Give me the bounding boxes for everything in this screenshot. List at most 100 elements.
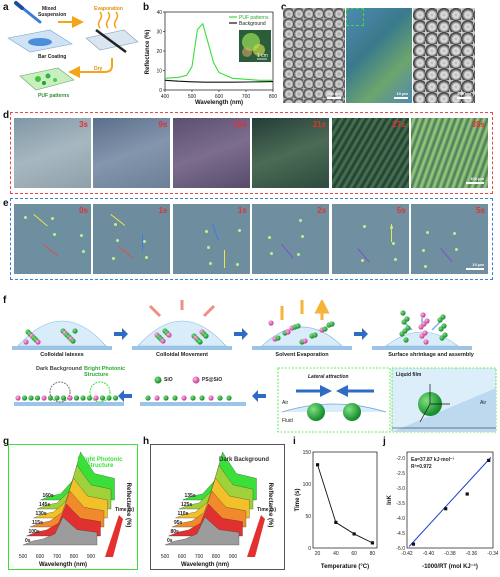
panel-e-time-label: 1s [158, 206, 168, 215]
chart-j-point [411, 542, 416, 546]
particle-dot [145, 256, 149, 259]
fluid-label: Fluid [282, 418, 293, 424]
waterfall-xtick-label: 700 [195, 554, 204, 560]
waterfall-xtick-label: 500 [161, 554, 170, 560]
particle [28, 395, 34, 401]
panel-h-frame: 135s 125s 110s 95s 80s 0s Wavelength (nm) Refle… [150, 444, 285, 570]
panel-e-arrow [281, 244, 294, 259]
waterfall-time-label: 115s [32, 520, 43, 526]
time-arrow-icon [105, 515, 123, 557]
chart-i-point [315, 463, 320, 467]
particle [166, 332, 172, 338]
particle [268, 320, 274, 326]
chart-i-point [334, 520, 338, 524]
panel-e-scale: 10 μm [472, 262, 484, 267]
chart-i-xlabel: Temperature (°C) [321, 564, 369, 570]
chart-i-xtick-label: 60 [351, 551, 357, 557]
particle [295, 323, 301, 329]
particle [35, 339, 41, 345]
chart-b-xlabel: Wavelength (nm) [195, 100, 243, 106]
chart-j-ytick-label: -3.0 [396, 486, 405, 492]
panel-d-time-label: 39s [471, 120, 485, 129]
particle-dot [426, 231, 429, 234]
panel-label-g: g [3, 436, 10, 447]
panel-d-scale: 100 μm [470, 176, 484, 181]
particle [420, 312, 426, 318]
chart-i-xtick-label: 80 [370, 551, 376, 557]
particle-dot [24, 216, 27, 219]
particle-dot [391, 242, 395, 245]
chart-b-xtick-label: 600 [215, 94, 224, 100]
particle [403, 337, 409, 343]
particle [72, 328, 78, 334]
particle [106, 395, 112, 401]
sem-scale-1: 500 nm [327, 91, 341, 96]
dry-label: Dry [94, 66, 103, 72]
chart-j-ytick-label: -2.0 [396, 456, 405, 462]
particle [418, 324, 424, 330]
particle [34, 395, 41, 401]
panel-e-time-label: 5s [476, 206, 485, 215]
step-2-caption: Colloidal Movement [156, 352, 208, 358]
particle [145, 395, 151, 401]
waterfall-time-label: 135s [185, 493, 196, 499]
particle [199, 395, 205, 401]
particle-dot [237, 229, 241, 232]
panel-d-frame-0: 3s [14, 118, 91, 188]
particle-dot [235, 263, 239, 266]
substrate-drop-icon [7, 29, 73, 53]
particle [439, 335, 445, 341]
panel-e-arrow [439, 248, 453, 263]
chart-j-xtick-label: -0.34 [487, 551, 498, 557]
panel-label-b: b [143, 2, 150, 13]
particle-dot [206, 246, 210, 249]
panel-e-frame-5: 5s 10 μm [411, 204, 488, 274]
lateral-label: Lateral attraction [308, 374, 349, 380]
chart-b-series-puf [164, 22, 273, 81]
waterfall-time-label: 100s [29, 529, 40, 535]
chart-j-ytick-label: -5.0 [396, 546, 405, 552]
suspension-label: Suspension [38, 12, 67, 18]
chart-b-ytick-label: 0 [159, 88, 162, 94]
particle-dot [270, 252, 274, 255]
particle [172, 395, 178, 401]
panel-d-time-label: 27s [392, 120, 406, 129]
bar-coating-icon [85, 28, 139, 54]
waterfall-side-label: Time (s) [257, 507, 276, 513]
chart-i-point [370, 541, 375, 545]
h-title: Dark Background [218, 457, 269, 463]
particle [93, 395, 99, 401]
panel-e-time-label: 5s [396, 206, 406, 215]
particle [190, 395, 196, 401]
particle-dot [53, 233, 56, 236]
waterfall-xtick-label: 600 [178, 554, 187, 560]
chart-b-xtick-label: 400 [161, 94, 170, 100]
particle-dot [112, 257, 116, 260]
panel-d-time-label: 3s [79, 120, 88, 129]
chart-j-ytick-label: -2.5 [396, 471, 405, 477]
panel-e-arrow [118, 246, 134, 259]
panel-e-time-label: 2s [317, 206, 327, 215]
panel-d-frame-2: 15s [172, 118, 250, 188]
panel-g-frame: 160s 145s 130s 115s 100s 0s Wavelength (nm) Ref… [8, 444, 138, 570]
particle [217, 395, 223, 401]
panel-label-h: h [143, 436, 150, 447]
panel-label-e: e [3, 198, 9, 209]
particle [401, 319, 407, 325]
panel-label-f: f [3, 295, 7, 306]
waterfall-side-label: Time (s) [115, 507, 134, 513]
chart-i-ytick-label: 100 [303, 482, 312, 488]
waterfall-time-label: 95s [174, 520, 183, 526]
g-title: Bright Photonic Structure [77, 457, 123, 469]
particle [160, 338, 166, 344]
time-arrow-icon [247, 515, 265, 557]
mixed-label: Mixed [42, 6, 57, 12]
chart-b-ylabel: Reflectance (%) [145, 30, 151, 75]
particle-dot [453, 232, 456, 235]
chart-i-ytick-label: 50 [305, 514, 311, 520]
particle [163, 395, 169, 401]
sem-image-1: 500 nm [283, 8, 345, 103]
legend-background: Background [239, 21, 266, 27]
sio2-legend: SiO [164, 377, 173, 383]
step-4-caption: Surface shrinkage and assembly [388, 352, 474, 358]
